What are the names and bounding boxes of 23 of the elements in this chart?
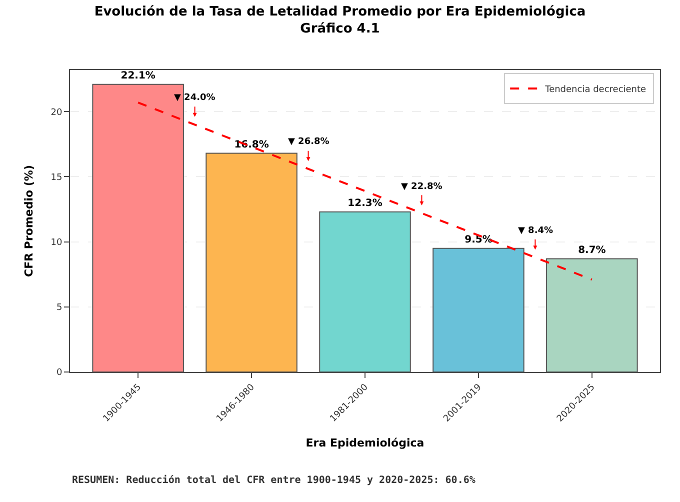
text: RESUMEN: Reducción total del CFR entre 1900-1945 y 2020-2025: 60.6% xyxy=(72,474,476,486)
annotation: ▼ 26.8% xyxy=(288,137,330,147)
x-axis-title: Era Epidemiológica xyxy=(306,436,424,450)
annotation: ▼ 8.4% xyxy=(518,226,554,236)
data-label: 8.7% xyxy=(578,244,606,256)
y-tick-label: 5 xyxy=(56,303,62,314)
chart-title: Evolución de la Tasa de Letalidad Promedio por Era Epidemiológica xyxy=(94,4,586,20)
annotation: ▼ 22.8% xyxy=(401,182,442,192)
bar xyxy=(319,211,411,372)
bar xyxy=(432,248,524,372)
bar xyxy=(546,258,638,372)
data-label: 12.3% xyxy=(348,198,382,209)
legend-label: Tendencia decreciente xyxy=(544,85,647,96)
bar xyxy=(206,152,298,372)
bar xyxy=(92,84,184,372)
y-tick-label: 10 xyxy=(50,238,62,248)
y-tick-label: 15 xyxy=(50,172,62,183)
data-label: 22.1% xyxy=(120,70,156,82)
chart-subtitle: Gráfico 4.1 xyxy=(300,22,380,36)
y-axis-title: CFR Promedio (%) xyxy=(22,165,36,277)
y-tick-label: 0 xyxy=(56,368,62,378)
y-tick-label: 20 xyxy=(50,108,62,118)
annotation: ▼ 24.0% xyxy=(174,93,216,103)
